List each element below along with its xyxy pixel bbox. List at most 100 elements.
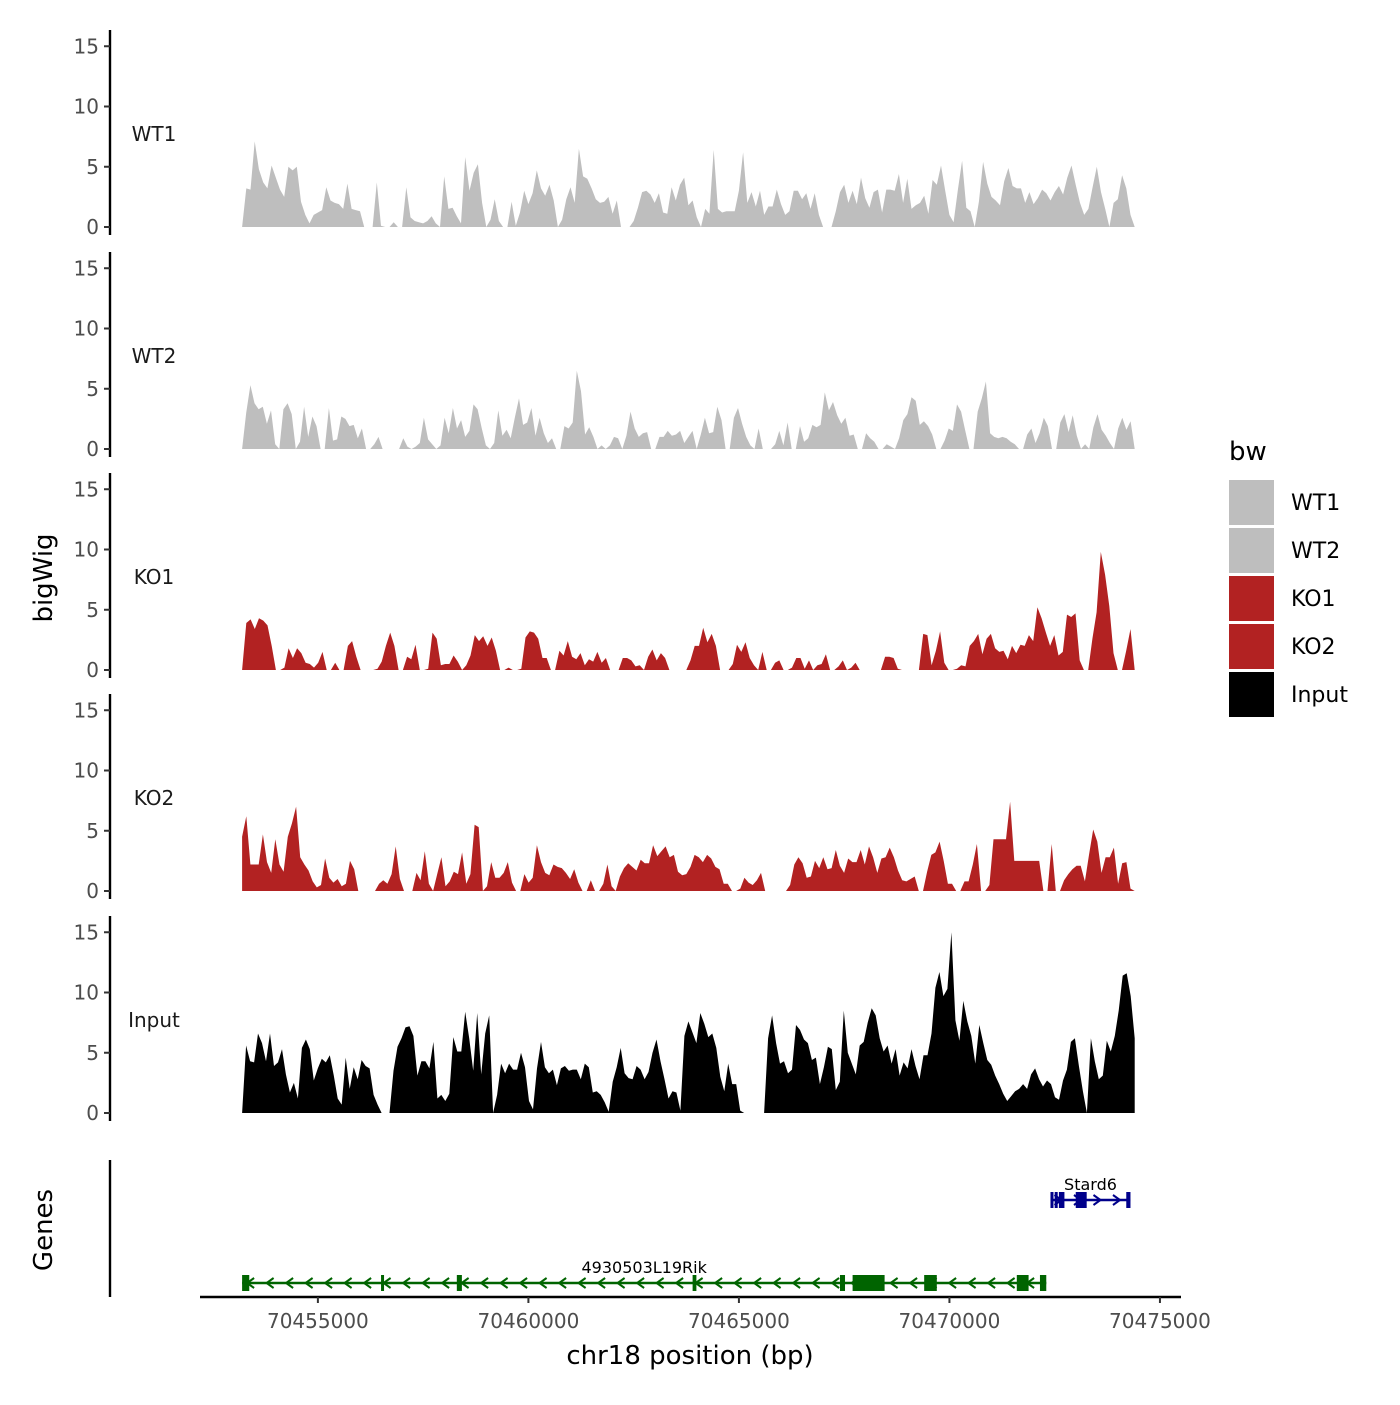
y-tick-label: 10 [74, 759, 99, 783]
x-tick-label: 70470000 [899, 1309, 1001, 1333]
legend-key-ko1 [1229, 576, 1274, 621]
exon [456, 1275, 462, 1291]
strand-arrow [440, 1277, 450, 1289]
legend-label: KO2 [1291, 635, 1336, 660]
gene-track: Stard6 4930503L19Rik [108, 1160, 1131, 1297]
track-label: KO2 [134, 786, 175, 810]
strand-arrow [771, 1277, 782, 1289]
legend-label: KO1 [1291, 587, 1336, 612]
x-tick-label: 70465000 [688, 1309, 790, 1333]
exon [692, 1275, 697, 1291]
gene-label: 4930503L19Rik [582, 1258, 708, 1277]
y-tick-label: 15 [74, 698, 99, 722]
strand-arrow [596, 1277, 606, 1289]
x-axis: 70455000 70460000 70465000 70470000 70475000 [200, 1295, 1211, 1333]
y-tick-label: 0 [86, 1101, 99, 1125]
y-tick-label: 15 [74, 256, 99, 280]
strand-arrow [615, 1277, 626, 1289]
legend: bw WT1 WT2 KO1 KO2 Input [1229, 437, 1348, 717]
strand-arrow [479, 1277, 489, 1289]
y-tick-label: 5 [86, 377, 99, 401]
strand-arrow [654, 1277, 665, 1289]
strand-arrow [791, 1277, 801, 1289]
strand-arrow [284, 1277, 294, 1289]
gene-label: Stard6 [1064, 1175, 1117, 1194]
strand-arrow [1112, 1194, 1122, 1206]
track-label: KO1 [134, 565, 175, 589]
strand-arrow [576, 1277, 587, 1289]
x-axis-title: chr18 position (bp) [566, 1341, 813, 1371]
strand-arrow [401, 1277, 411, 1289]
signal-area-wt1 [242, 141, 1135, 227]
exon [242, 1275, 250, 1291]
strand-arrow [986, 1277, 996, 1289]
strand-arrow [1092, 1194, 1103, 1206]
strand-arrow [362, 1277, 372, 1289]
track-label: WT2 [132, 344, 177, 368]
track-wt2: 0 5 10 15 WT2 [74, 252, 1135, 461]
exon [1054, 1192, 1058, 1208]
legend-key-input [1229, 672, 1274, 717]
exon [924, 1275, 937, 1291]
track-label: WT1 [132, 122, 177, 146]
legend-label: WT2 [1291, 539, 1340, 564]
strand-arrow [810, 1277, 821, 1289]
legend-key-ko2 [1229, 624, 1274, 669]
exon [1075, 1192, 1087, 1208]
track-label: Input [128, 1008, 180, 1032]
strand-arrow [635, 1277, 645, 1289]
y-tick-label: 15 [74, 477, 99, 501]
y-tick-label: 15 [74, 34, 99, 58]
strand-arrow [908, 1277, 918, 1289]
exon [1039, 1275, 1047, 1291]
strand-arrow [498, 1277, 509, 1289]
signal-area-ko1 [242, 551, 1135, 670]
exon [1061, 1192, 1065, 1208]
track-ko2: 0 5 10 15 KO2 [74, 694, 1135, 903]
legend-label: WT1 [1291, 491, 1340, 516]
gene-4930503l19rik: 4930503L19Rik [242, 1258, 1047, 1291]
strand-arrow [674, 1277, 684, 1289]
exon [1016, 1275, 1029, 1291]
strand-arrow [1005, 1277, 1016, 1289]
genes-axis-title: Genes [29, 1189, 59, 1271]
strand-arrow [557, 1277, 567, 1289]
strand-arrow [264, 1277, 275, 1289]
strand-arrow [537, 1277, 548, 1289]
y-tick-label: 0 [86, 215, 99, 239]
strand-arrow [713, 1277, 723, 1289]
x-tick-label: 70460000 [478, 1309, 580, 1333]
y-tick-label: 10 [74, 95, 99, 119]
y-tick-label: 0 [86, 437, 99, 461]
track-input: 0 5 10 15 Input [74, 916, 1135, 1125]
exon [1126, 1192, 1131, 1208]
y-tick-label: 15 [74, 920, 99, 944]
y-axis-title: bigWig [29, 533, 59, 622]
y-tick-label: 0 [86, 658, 99, 682]
y-tick-label: 10 [74, 538, 99, 562]
signal-area-input [242, 932, 1135, 1113]
exon [1050, 1192, 1054, 1208]
legend-key-wt2 [1229, 528, 1274, 573]
gene-stard6: Stard6 [1050, 1175, 1131, 1208]
exon [381, 1275, 385, 1291]
legend-label: Input [1291, 683, 1348, 708]
strand-arrow [323, 1277, 333, 1289]
strand-arrow [342, 1277, 353, 1289]
strand-arrow [888, 1277, 899, 1289]
strand-arrow [830, 1277, 840, 1289]
strand-arrow [966, 1277, 977, 1289]
legend-title: bw [1229, 437, 1267, 467]
track-ko1: 0 5 10 15 KO1 [74, 473, 1135, 682]
y-tick-label: 0 [86, 879, 99, 903]
legend-key-wt1 [1229, 480, 1274, 525]
strand-arrow [303, 1277, 314, 1289]
exon [1058, 1192, 1062, 1208]
y-tick-label: 5 [86, 155, 99, 179]
exon [852, 1275, 885, 1291]
y-tick-label: 5 [86, 1041, 99, 1065]
strand-arrow [518, 1277, 528, 1289]
strand-arrow [752, 1277, 762, 1289]
signal-area-wt2 [242, 370, 1135, 449]
